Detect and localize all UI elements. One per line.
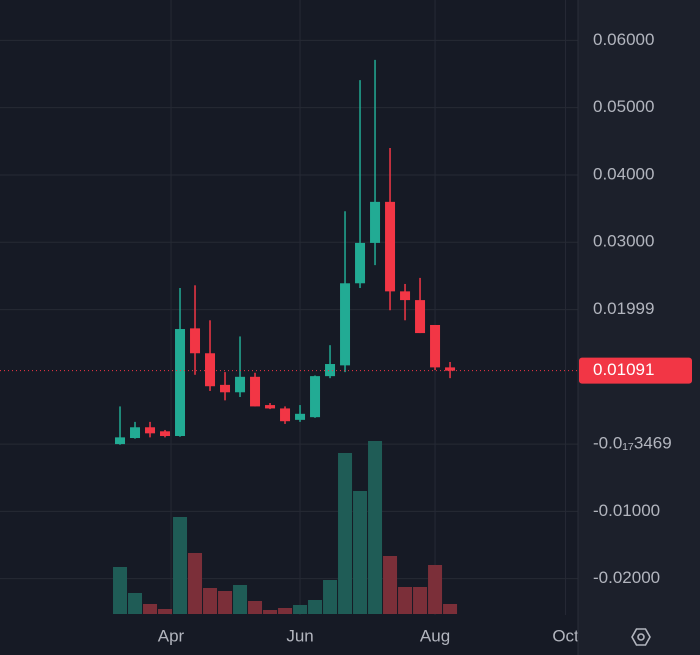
volume-bar	[113, 567, 128, 614]
volume-bar	[263, 610, 278, 614]
candle-body	[235, 376, 246, 393]
candle-body	[220, 384, 231, 393]
volume-bar	[293, 605, 308, 614]
y-tick-label: 0.05000	[593, 97, 654, 116]
volume-bar	[323, 580, 338, 614]
candle-body	[280, 408, 291, 422]
candle-body	[190, 328, 201, 354]
volume-bar	[428, 565, 443, 614]
y-tick-label: 0.04000	[593, 164, 654, 183]
settings-icon-center[interactable]	[637, 633, 645, 641]
last-price-label: 0.01091	[593, 360, 654, 379]
candle-body	[130, 427, 141, 439]
volume-bar	[353, 491, 368, 614]
candle-body	[325, 364, 336, 377]
x-tick-label: Aug	[420, 626, 450, 645]
candle-body	[355, 242, 366, 284]
candle-body	[115, 437, 126, 445]
volume-bar	[308, 600, 323, 614]
last-price-box	[579, 357, 692, 384]
volume-bar	[158, 609, 173, 614]
candle-body	[295, 413, 306, 420]
y-tick-label: 0.01999	[593, 299, 654, 318]
y-tick-label: -0.02000	[593, 568, 660, 587]
candle-body	[205, 353, 216, 387]
volume-bar	[248, 601, 263, 614]
volume-bar	[443, 604, 458, 614]
volume-bar	[338, 453, 353, 614]
candle-body	[445, 367, 456, 371]
candle-body	[250, 376, 261, 407]
volume-bar	[203, 588, 218, 614]
candle-body	[370, 201, 381, 243]
volume-bar	[188, 553, 203, 614]
candle-body	[340, 283, 351, 366]
volume-bar	[368, 441, 383, 614]
x-tick-label: Apr	[158, 626, 185, 645]
grid	[0, 0, 578, 615]
volume-bar	[398, 587, 413, 614]
candle-body	[400, 291, 411, 301]
price-axis-panel	[578, 0, 700, 655]
candle-body	[430, 324, 441, 368]
candle-body	[310, 376, 321, 418]
candle-body	[385, 201, 396, 292]
y-tick-label: -0.01000	[593, 501, 660, 520]
volume-bar	[218, 591, 233, 614]
time-axis: Apr Jun Aug Oct	[158, 626, 579, 645]
price-axis: 0.06000 0.05000 0.04000 0.03000 0.01999 -0.0₁…	[579, 30, 692, 587]
candle-body	[175, 329, 186, 437]
y-tick-label: 0.06000	[593, 30, 654, 49]
candle-body	[265, 405, 276, 409]
settings-button[interactable]	[631, 628, 651, 646]
volume-bar	[143, 604, 158, 614]
settings-icon[interactable]	[631, 628, 651, 646]
x-tick-label: Oct	[552, 626, 579, 645]
plot-area	[0, 59, 578, 614]
volume-bar	[383, 556, 398, 614]
volume-bar	[128, 593, 143, 614]
volume-bar	[173, 517, 188, 614]
y-tick-label: -0.0₁₇3469	[593, 434, 672, 453]
y-tick-label: 0.03000	[593, 232, 654, 251]
candle-body	[415, 300, 426, 334]
candle-body	[145, 427, 156, 434]
x-tick-label: Jun	[286, 626, 313, 645]
candle-body	[160, 431, 171, 437]
volume-bar	[413, 587, 428, 614]
volume-bar	[278, 608, 293, 614]
volume-bar	[233, 585, 248, 614]
